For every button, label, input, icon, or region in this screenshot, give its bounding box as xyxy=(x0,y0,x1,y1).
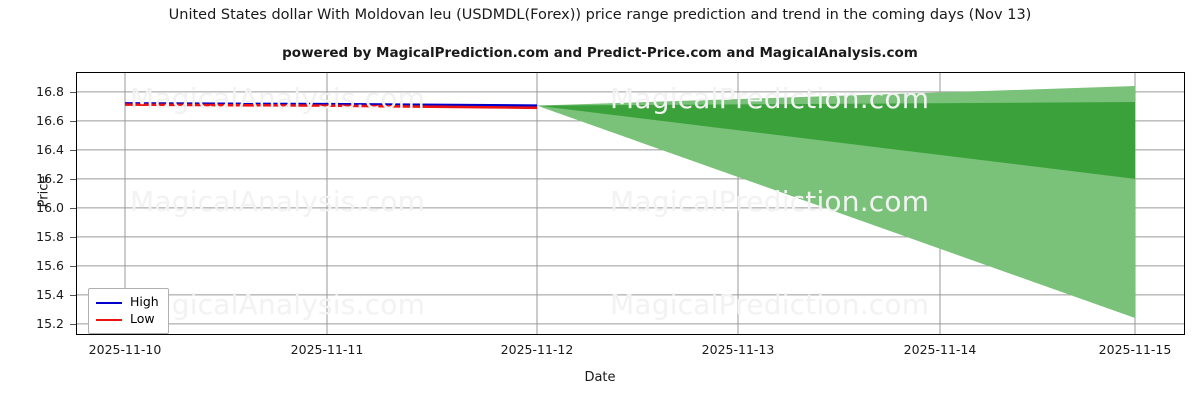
legend-swatch-low xyxy=(96,318,122,321)
plot-area xyxy=(76,72,1185,335)
legend-label-high: High xyxy=(130,294,159,310)
y-tick-label: 16.4 xyxy=(36,141,64,157)
legend-item-low[interactable]: Low xyxy=(96,311,159,328)
range-band-inner-range-cone xyxy=(537,102,1135,179)
x-tick-label: 2025-11-14 xyxy=(903,342,977,357)
chart-subtitle: powered by MagicalPrediction.com and Pre… xyxy=(282,45,918,61)
x-tick-label: 2025-11-15 xyxy=(1098,342,1172,357)
chart-title: United States dollar With Moldovan leu (… xyxy=(168,7,1032,23)
y-tick-label: 16.6 xyxy=(36,112,64,128)
x-tick-label: 2025-11-10 xyxy=(88,342,162,357)
y-tick-label: 16.2 xyxy=(36,170,64,186)
y-tick-label: 15.8 xyxy=(36,228,64,244)
x-axis-label: Date xyxy=(584,370,616,385)
legend-item-high[interactable]: High xyxy=(96,294,159,311)
x-tick-label: 2025-11-13 xyxy=(701,342,775,357)
y-axis-label: Price xyxy=(36,175,52,208)
y-tick-label: 16.8 xyxy=(36,83,64,99)
y-tick-label: 16.0 xyxy=(36,199,64,215)
x-tick-label: 2025-11-11 xyxy=(290,342,364,357)
chart-legend: High Low xyxy=(88,288,169,334)
plot-svg xyxy=(77,73,1184,334)
x-tick-label: 2025-11-12 xyxy=(500,342,574,357)
y-tick-label: 15.4 xyxy=(36,286,64,302)
series-line-low xyxy=(124,103,538,110)
legend-swatch-high xyxy=(96,301,122,304)
legend-label-low: Low xyxy=(130,311,155,327)
y-tick-label: 15.6 xyxy=(36,257,64,273)
y-tick-label: 15.2 xyxy=(36,315,64,331)
